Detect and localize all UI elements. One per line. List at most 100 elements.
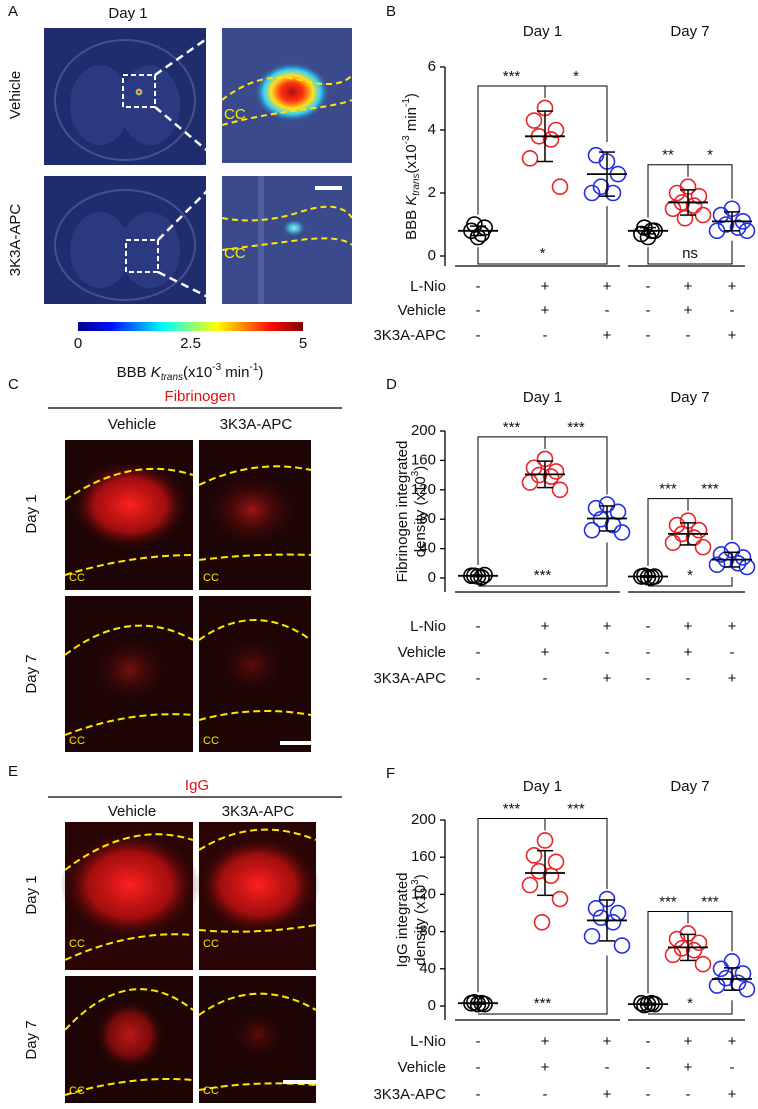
condition-sign: - bbox=[605, 644, 610, 661]
day-title: Day 1 bbox=[523, 778, 562, 795]
condition-sign: - bbox=[476, 644, 481, 661]
condition-sign: + bbox=[728, 278, 737, 295]
y-tick-label: 80 bbox=[419, 510, 436, 527]
label-part: trans bbox=[161, 372, 183, 383]
condition-sign: + bbox=[541, 1059, 550, 1076]
column-label: Vehicle bbox=[108, 803, 156, 820]
condition-sign: - bbox=[646, 1059, 651, 1076]
panel-label: A bbox=[8, 3, 18, 20]
region-label: CC bbox=[69, 938, 85, 950]
region-label: CC bbox=[69, 1085, 85, 1097]
panel-label: D bbox=[386, 376, 397, 393]
data-point bbox=[664, 534, 682, 552]
data-point bbox=[583, 927, 601, 945]
condition-sign: + bbox=[541, 1033, 550, 1050]
condition-sign: + bbox=[541, 302, 550, 319]
colorbar-tick-label: 5 bbox=[299, 335, 307, 352]
data-point bbox=[525, 847, 543, 864]
condition-label: 3K3A-APC bbox=[373, 670, 446, 687]
y-axis-label: IgG integrated bbox=[394, 872, 411, 967]
row-label: Vehicle bbox=[7, 71, 24, 119]
y-axis-label: density (x103) bbox=[410, 466, 429, 557]
condition-sign: - bbox=[476, 618, 481, 635]
data-point bbox=[536, 832, 554, 849]
label-part: trans bbox=[411, 173, 422, 195]
data-point bbox=[547, 121, 565, 139]
condition-sign: - bbox=[646, 1086, 651, 1103]
condition-sign: - bbox=[646, 302, 651, 319]
data-point bbox=[676, 209, 694, 227]
label-part: (x10 bbox=[403, 144, 420, 173]
colorbar bbox=[78, 322, 303, 331]
data-point bbox=[664, 200, 682, 218]
data-point bbox=[717, 216, 735, 233]
condition-label: Vehicle bbox=[398, 302, 446, 319]
significance-label: *** bbox=[503, 419, 521, 436]
y-tick-label: 6 bbox=[428, 58, 436, 75]
y-tick-label: 40 bbox=[419, 540, 436, 557]
condition-sign: - bbox=[730, 302, 735, 319]
region-label: CC bbox=[203, 735, 219, 747]
data-point bbox=[587, 900, 605, 917]
condition-sign: - bbox=[543, 327, 548, 344]
condition-sign: - bbox=[476, 1033, 481, 1050]
significance-bracket bbox=[647, 910, 689, 994]
significance-bracket bbox=[648, 1000, 733, 1015]
condition-label: L-Nio bbox=[410, 278, 446, 295]
condition-sign: - bbox=[646, 670, 651, 687]
day-title: Day 1 bbox=[523, 23, 562, 40]
label-part: 3 bbox=[410, 470, 421, 476]
data-point bbox=[542, 131, 560, 148]
significance-bracket bbox=[477, 817, 546, 993]
significance-bracket bbox=[477, 206, 608, 265]
region-label: CC bbox=[203, 572, 219, 584]
stain-title: IgG bbox=[185, 777, 209, 794]
significance-label: * bbox=[687, 995, 693, 1012]
day-title: Day 7 bbox=[670, 23, 709, 40]
region-label: CC bbox=[203, 938, 219, 950]
colorbar-ticks: 0 2.5 5 bbox=[74, 335, 307, 352]
condition-sign: - bbox=[605, 1059, 610, 1076]
condition-sign: + bbox=[684, 302, 693, 319]
condition-label: L-Nio bbox=[410, 1033, 446, 1050]
y-tick-label: 120 bbox=[411, 885, 436, 902]
data-point bbox=[609, 904, 627, 922]
condition-sign: - bbox=[646, 618, 651, 635]
significance-label: * bbox=[707, 147, 713, 164]
data-point bbox=[583, 521, 601, 539]
region-label: CC bbox=[224, 106, 246, 123]
colorbar-label: BBB Ktrans(x10-3 min-1) bbox=[117, 362, 264, 383]
condition-sign: - bbox=[686, 670, 691, 687]
condition-sign: - bbox=[646, 327, 651, 344]
panel-label: C bbox=[8, 376, 19, 393]
label-part: BBB bbox=[403, 206, 420, 240]
data-point bbox=[708, 977, 726, 994]
significance-label: *** bbox=[701, 893, 719, 910]
label-part: Fibrinogen integrated bbox=[394, 441, 411, 583]
label-part: BBB bbox=[117, 364, 151, 381]
data-point bbox=[668, 516, 686, 534]
data-point bbox=[613, 937, 631, 954]
data-point bbox=[708, 556, 726, 574]
significance-bracket bbox=[544, 436, 608, 495]
data-point bbox=[673, 940, 691, 957]
dot-chart: F 0 40 80 120 160 200 IgG integrated density (x1… bbox=[373, 765, 756, 1103]
condition-sign: + bbox=[684, 618, 693, 635]
data-point bbox=[547, 463, 565, 480]
column-label: 3K3A-APC bbox=[220, 416, 293, 433]
mri-image bbox=[44, 175, 353, 306]
data-point bbox=[694, 538, 712, 556]
significance-bracket bbox=[477, 85, 546, 215]
y-tick-label: 0 bbox=[428, 569, 436, 586]
data-point bbox=[613, 524, 631, 541]
significance-bracket bbox=[478, 542, 608, 587]
column-label: 3K3A-APC bbox=[222, 803, 295, 820]
condition-sign: - bbox=[646, 1033, 651, 1050]
data-point bbox=[729, 219, 747, 236]
condition-sign: - bbox=[476, 327, 481, 344]
significance-bracket bbox=[544, 817, 608, 890]
label-part: ) bbox=[258, 364, 263, 381]
condition-sign: + bbox=[728, 327, 737, 344]
condition-sign: - bbox=[476, 670, 481, 687]
condition-sign: + bbox=[603, 327, 612, 344]
